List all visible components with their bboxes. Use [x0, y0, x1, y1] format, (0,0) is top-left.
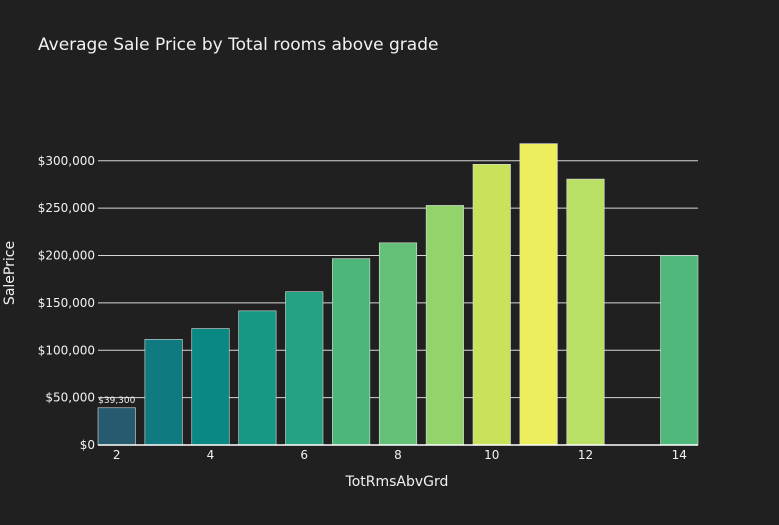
bar[interactable] [285, 291, 324, 446]
y-tick-label: $250,000 [38, 201, 95, 215]
data-labels: $39,300 [98, 396, 135, 406]
bar[interactable] [238, 310, 277, 446]
y-axis-title: SalePrice [2, 241, 18, 305]
y-tick-label: $0 [80, 438, 95, 452]
y-tick-label: $150,000 [38, 296, 95, 310]
bar[interactable] [566, 178, 605, 446]
y-tick-label: $200,000 [38, 249, 95, 263]
bar[interactable] [378, 242, 418, 446]
bar[interactable] [332, 258, 371, 446]
bar[interactable] [472, 163, 511, 446]
chart-title: Average Sale Price by Total rooms above … [38, 35, 438, 55]
x-tick-label: 14 [672, 448, 687, 462]
bar[interactable] [191, 328, 230, 446]
bar[interactable] [425, 205, 464, 446]
bar-data-label: $39,300 [98, 396, 135, 406]
x-tick-label: 12 [578, 448, 593, 462]
y-tick-label: $50,000 [45, 391, 95, 405]
y-tick-label: $100,000 [38, 343, 95, 357]
bar[interactable] [144, 339, 183, 446]
bars [97, 143, 699, 446]
y-tick-label: $300,000 [38, 154, 95, 168]
x-tick-label: 10 [484, 448, 499, 462]
bar[interactable] [519, 143, 558, 446]
x-tick-label: 8 [394, 448, 402, 462]
x-tick-label: 4 [207, 448, 215, 462]
x-axis-title: TotRmsAbvGrd [345, 474, 449, 490]
x-tick-label: 6 [300, 448, 308, 462]
y-axis-ticks: $0 $50,000 $100,000 $150,000 $200,000 $250,00… [38, 154, 95, 452]
x-axis-ticks: 2 4 6 8 10 12 14 [113, 448, 687, 462]
x-tick-label: 2 [113, 448, 121, 462]
bar[interactable] [660, 255, 699, 446]
bar[interactable] [97, 407, 136, 446]
